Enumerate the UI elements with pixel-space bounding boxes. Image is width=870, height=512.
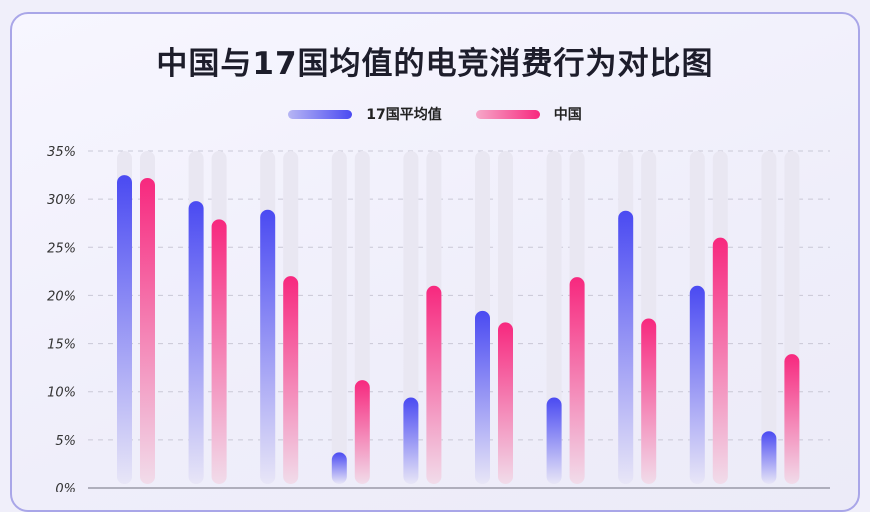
- legend-label-series-2: 中国: [553, 107, 582, 123]
- bar-series-1: [403, 397, 419, 484]
- legend-swatch-series-2: [475, 109, 540, 119]
- bar-series-1: [689, 285, 705, 484]
- y-tick-label: 5%: [55, 434, 76, 449]
- chart-title: 中国与17国均值的电竞消费行为对比图: [156, 46, 714, 82]
- bar-series-2: [784, 354, 800, 484]
- y-tick-label: 20%: [47, 289, 76, 304]
- bar-series-1: [117, 175, 132, 485]
- bar-track: [331, 151, 347, 484]
- bar-chart-plot: 0% 5% 10% 15% 20% 25% 30% 35%: [47, 145, 830, 492]
- bar-series-1: [475, 310, 490, 484]
- bar-series-1: [618, 210, 634, 484]
- y-tick-label: 0%: [55, 482, 76, 492]
- bar-series-2: [283, 276, 299, 484]
- y-tick-label: 35%: [47, 145, 76, 160]
- bar-series-1: [260, 209, 276, 484]
- bar-track: [761, 151, 777, 484]
- y-tick-label: 30%: [47, 193, 76, 208]
- y-tick-label: 25%: [47, 241, 76, 256]
- legend-item-series-1: 17国平均值: [288, 104, 442, 124]
- y-tick-label: 15%: [47, 338, 76, 353]
- y-tick-label: 10%: [47, 386, 76, 401]
- bar-series-2: [354, 380, 370, 484]
- legend-swatch-series-1: [288, 109, 353, 119]
- bar-series-2: [140, 177, 155, 484]
- y-axis-ticks: 0% 5% 10% 15% 20% 25% 30% 35%: [47, 145, 76, 492]
- chart-legend: 17国平均值 中国: [0, 104, 870, 124]
- bar-series-1: [188, 201, 204, 484]
- bar-series-2: [641, 318, 657, 484]
- bar-series-1: [546, 397, 562, 484]
- bar-series-2: [712, 237, 728, 484]
- legend-label-series-1: 17国平均值: [366, 107, 442, 123]
- legend-item-series-2: 中国: [475, 104, 582, 124]
- bars: [117, 175, 800, 485]
- bar-series-2: [569, 277, 585, 484]
- bar-series-1: [761, 431, 777, 484]
- bar-series-2: [498, 322, 513, 484]
- bar-series-2: [211, 219, 227, 484]
- bar-series-2: [426, 285, 442, 484]
- bar-series-1: [331, 452, 347, 484]
